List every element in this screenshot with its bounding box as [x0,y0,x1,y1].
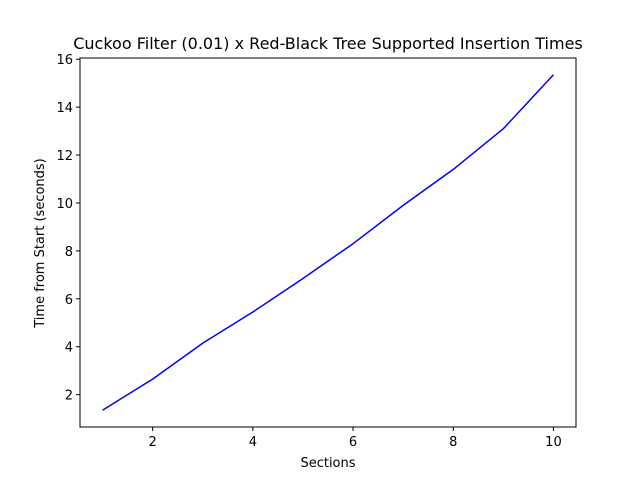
x-tick-label: 6 [349,435,357,450]
plot-area [102,74,554,411]
y-tick-label: 12 [56,149,73,164]
x-axis: 2 4 6 8 10 [149,427,562,450]
x-tick-label: 8 [449,435,457,450]
x-tick-label: 2 [149,435,157,450]
axes-frame [79,57,577,428]
y-tick-label: 4 [65,341,73,356]
y-axis: 2 4 6 8 10 12 14 16 [56,53,80,404]
x-axis-label: Sections [300,456,355,471]
y-axis-label: Time from Start (seconds) [33,158,48,329]
y-tick-label: 16 [56,53,73,68]
chart-title: Cuckoo Filter (0.01) x Red-Black Tree Su… [73,34,583,53]
y-tick-label: 8 [65,245,73,260]
y-tick-label: 14 [56,101,73,116]
y-tick-label: 2 [65,389,73,404]
y-tick-label: 6 [65,293,73,308]
series-line [102,74,554,411]
x-tick-label: 4 [249,435,257,450]
y-tick-label: 10 [56,197,73,212]
x-tick-label: 10 [545,435,562,450]
